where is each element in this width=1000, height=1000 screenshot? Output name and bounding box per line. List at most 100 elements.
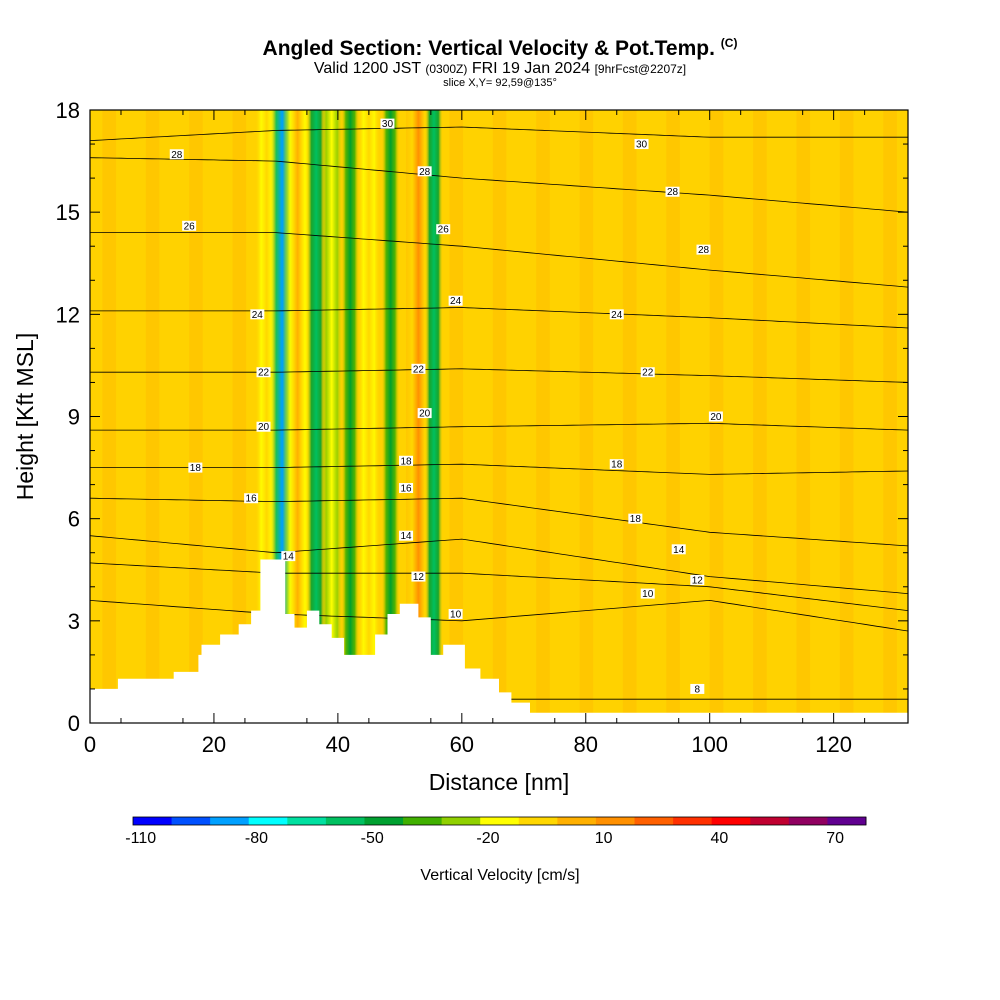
colorbar-swatch bbox=[171, 817, 211, 825]
contour-label-text: 22 bbox=[258, 368, 270, 379]
contour-label: 18 bbox=[399, 455, 414, 467]
downdraft-column bbox=[381, 110, 400, 723]
contour-label: 24 bbox=[448, 295, 463, 307]
contour-label-text: 20 bbox=[710, 412, 722, 423]
theta-contour-line bbox=[90, 422, 908, 431]
contour-label-bg bbox=[380, 118, 395, 129]
updraft-column bbox=[320, 110, 343, 723]
y-tick-label: 6 bbox=[68, 507, 80, 532]
contour-label-text: 20 bbox=[419, 409, 431, 420]
theta-contour-line bbox=[90, 497, 908, 547]
contour-label-bg bbox=[609, 309, 624, 320]
velocity-texture-band bbox=[102, 110, 117, 723]
colorbar-swatch bbox=[673, 817, 713, 825]
contour-label-bg bbox=[169, 149, 184, 160]
velocity-texture-band bbox=[839, 110, 854, 723]
contour-label-bg bbox=[690, 683, 705, 694]
contour-label: 22 bbox=[256, 367, 271, 379]
velocity-texture-band bbox=[449, 110, 464, 723]
colorbar-swatch bbox=[441, 817, 481, 825]
colorbar-swatch bbox=[287, 817, 327, 825]
velocity-texture-band bbox=[536, 110, 550, 723]
theta-contour-line bbox=[90, 232, 908, 288]
contour-label: 24 bbox=[609, 309, 624, 321]
contour-label-text: 16 bbox=[400, 484, 412, 495]
x-axis-title: Distance [nm] bbox=[429, 769, 570, 795]
colorbar-swatch bbox=[518, 817, 558, 825]
x-tick-label: 20 bbox=[202, 732, 226, 757]
y-tick-label: 18 bbox=[56, 98, 80, 123]
contour-label-text: 24 bbox=[252, 310, 264, 321]
contour-label-bg bbox=[640, 588, 655, 599]
contour-label-text: 24 bbox=[611, 310, 623, 321]
y-tick-label: 15 bbox=[56, 200, 80, 225]
slice-info: slice X,Y= 92,59@135° bbox=[443, 77, 557, 89]
contour-label: 22 bbox=[640, 367, 655, 379]
velocity-texture-band bbox=[666, 110, 680, 723]
contour-label-bg bbox=[281, 551, 296, 562]
contour-label-text: 22 bbox=[413, 364, 425, 375]
contour-label-bg bbox=[690, 574, 705, 585]
contour-label-bg bbox=[417, 408, 432, 419]
theta-contour-line bbox=[90, 307, 908, 329]
contour-label-bg bbox=[708, 411, 723, 422]
velocity-texture-band bbox=[883, 110, 897, 723]
contour-label: 20 bbox=[417, 408, 432, 420]
contour-label: 14 bbox=[399, 530, 414, 542]
contour-label-bg bbox=[256, 421, 271, 432]
colorbar-tick-label: -110 bbox=[125, 830, 156, 847]
contour-label-text: 14 bbox=[400, 531, 412, 542]
contour-label-text: 30 bbox=[636, 140, 648, 151]
colorbar-tick-label: -80 bbox=[245, 830, 268, 847]
contour-label: 30 bbox=[380, 118, 395, 130]
colorbar-swatch bbox=[403, 817, 443, 825]
contour-label-text: 18 bbox=[630, 514, 642, 525]
updraft-column bbox=[357, 110, 381, 723]
theta-contour-line bbox=[90, 368, 908, 383]
contour-label-text: 18 bbox=[611, 460, 623, 471]
contour-label: 8 bbox=[690, 683, 705, 695]
contour-label-text: 12 bbox=[413, 572, 425, 583]
contour-label-text: 20 bbox=[258, 422, 270, 433]
contour-label: 12 bbox=[411, 571, 426, 583]
theta-contour-line bbox=[90, 562, 908, 611]
contour-label-text: 28 bbox=[698, 245, 710, 256]
contour-label-bg bbox=[256, 367, 271, 378]
y-axis-title: Height [Kft MSL] bbox=[12, 333, 38, 500]
contour-label: 28 bbox=[417, 166, 432, 178]
contour-label-text: 8 bbox=[695, 684, 701, 695]
colorbar-swatch bbox=[557, 817, 597, 825]
y-tick-label: 9 bbox=[68, 405, 80, 430]
x-tick-label: 40 bbox=[326, 732, 350, 757]
theta-contour-line bbox=[90, 463, 908, 475]
colorbar-tick-label: 10 bbox=[595, 830, 613, 847]
contour-label-text: 28 bbox=[667, 187, 679, 198]
contour-label-bg bbox=[640, 367, 655, 378]
contour-label-text: 24 bbox=[450, 296, 462, 307]
contour-label: 22 bbox=[411, 363, 426, 375]
colorbar-frame bbox=[132, 816, 867, 826]
contour-label: 24 bbox=[250, 309, 265, 321]
colorbar-tick-label: 70 bbox=[826, 830, 844, 847]
colorbar-swatch bbox=[750, 817, 790, 825]
contour-label-text: 14 bbox=[673, 545, 685, 556]
contour-label-text: 26 bbox=[184, 221, 196, 232]
contour-label-text: 10 bbox=[450, 610, 462, 621]
theta-contour-line bbox=[90, 157, 908, 213]
contour-label-bg bbox=[634, 139, 649, 150]
contour-label-bg bbox=[448, 609, 463, 620]
contour-label-bg bbox=[250, 309, 265, 320]
colorbar-swatch bbox=[248, 817, 288, 825]
contour-label: 26 bbox=[436, 224, 451, 236]
contour-label-text: 10 bbox=[642, 589, 654, 600]
colorbar-swatch bbox=[325, 817, 365, 825]
velocity-texture-band bbox=[492, 110, 507, 723]
contour-label: 20 bbox=[708, 411, 723, 423]
contour-label: 10 bbox=[448, 609, 463, 621]
contour-label: 26 bbox=[182, 220, 197, 232]
colorbar-swatch bbox=[788, 817, 828, 825]
velocity-texture-band bbox=[796, 110, 811, 723]
contour-label-text: 18 bbox=[400, 456, 412, 467]
contour-label: 18 bbox=[188, 462, 203, 474]
